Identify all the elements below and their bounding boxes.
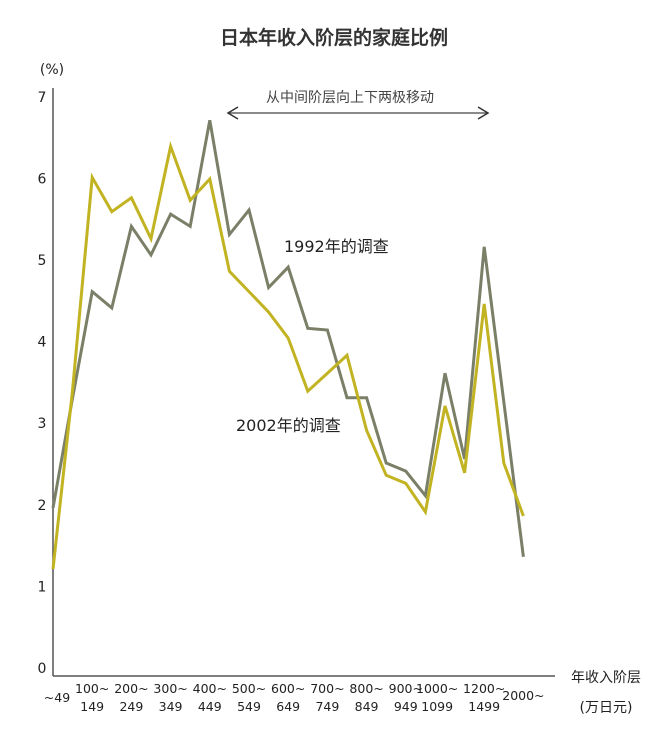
y-tick-label: 7 [38, 90, 47, 106]
series-label-2002: 2002年的调查 [236, 416, 341, 435]
x-tick-label: 1000~ [416, 681, 458, 696]
x-tick-label: 100~ [75, 681, 109, 696]
x-tick-label: 200~ [114, 681, 148, 696]
x-tick-label: 1499 [468, 699, 500, 714]
x-tick-label: 1200~ [463, 681, 505, 696]
x-tick-label: 249 [119, 699, 143, 714]
x-tick-label: 149 [80, 699, 104, 714]
x-tick-label: 449 [198, 699, 222, 714]
x-tick-label: 700~ [310, 681, 344, 696]
y-tick-label: 2 [38, 498, 47, 514]
y-axis-label: (%) [40, 62, 64, 78]
x-tick-label: 349 [159, 699, 183, 714]
x-tick-label: 949 [394, 699, 418, 714]
x-tick-label: 849 [355, 699, 379, 714]
y-tick-label: 0 [38, 661, 47, 677]
series-label-1992: 1992年的调查 [284, 237, 389, 256]
y-tick-label: 3 [38, 416, 47, 432]
x-tick-label: 549 [237, 699, 261, 714]
x-axis-label: 年收入阶层 [571, 670, 641, 686]
y-tick-label: 6 [38, 171, 47, 187]
y-tick-label: 5 [38, 253, 47, 269]
annotation-text: 从中间阶层向上下两极移动 [266, 90, 434, 106]
x-tick-label: 2000~ [502, 688, 544, 703]
x-tick-label: 800~ [349, 681, 383, 696]
x-axis-unit: (万日元) [580, 700, 633, 716]
x-tick-label: 500~ [232, 681, 266, 696]
x-tick-label: 1099 [421, 699, 453, 714]
series-line-2002 [53, 146, 523, 569]
x-tick-label: 649 [276, 699, 300, 714]
x-tick-label: 400~ [193, 681, 227, 696]
x-tick-label: 749 [315, 699, 339, 714]
y-tick-label: 4 [38, 335, 47, 351]
x-tick-label: 300~ [153, 681, 187, 696]
y-tick-label: 1 [38, 579, 47, 595]
x-tick-label: 600~ [271, 681, 305, 696]
chart-title: 日本年收入阶层的家庭比例 [220, 26, 448, 49]
annotation-arrow [228, 107, 488, 119]
x-tick-label: ~49 [44, 690, 70, 705]
